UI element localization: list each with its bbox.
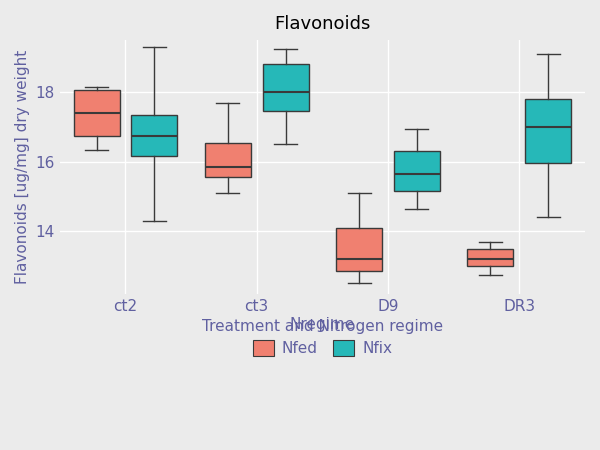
PathPatch shape bbox=[467, 248, 514, 266]
Legend: Nfed, Nfix: Nfed, Nfix bbox=[247, 311, 398, 362]
PathPatch shape bbox=[336, 228, 382, 271]
PathPatch shape bbox=[205, 143, 251, 177]
PathPatch shape bbox=[263, 64, 308, 111]
Y-axis label: Flavonoids [ug/mg] dry weight: Flavonoids [ug/mg] dry weight bbox=[15, 50, 30, 284]
PathPatch shape bbox=[394, 151, 440, 191]
PathPatch shape bbox=[525, 99, 571, 163]
Title: Flavonoids: Flavonoids bbox=[274, 15, 371, 33]
X-axis label: Treatment and Nitrogen regime: Treatment and Nitrogen regime bbox=[202, 319, 443, 334]
PathPatch shape bbox=[131, 115, 178, 157]
PathPatch shape bbox=[74, 90, 119, 135]
